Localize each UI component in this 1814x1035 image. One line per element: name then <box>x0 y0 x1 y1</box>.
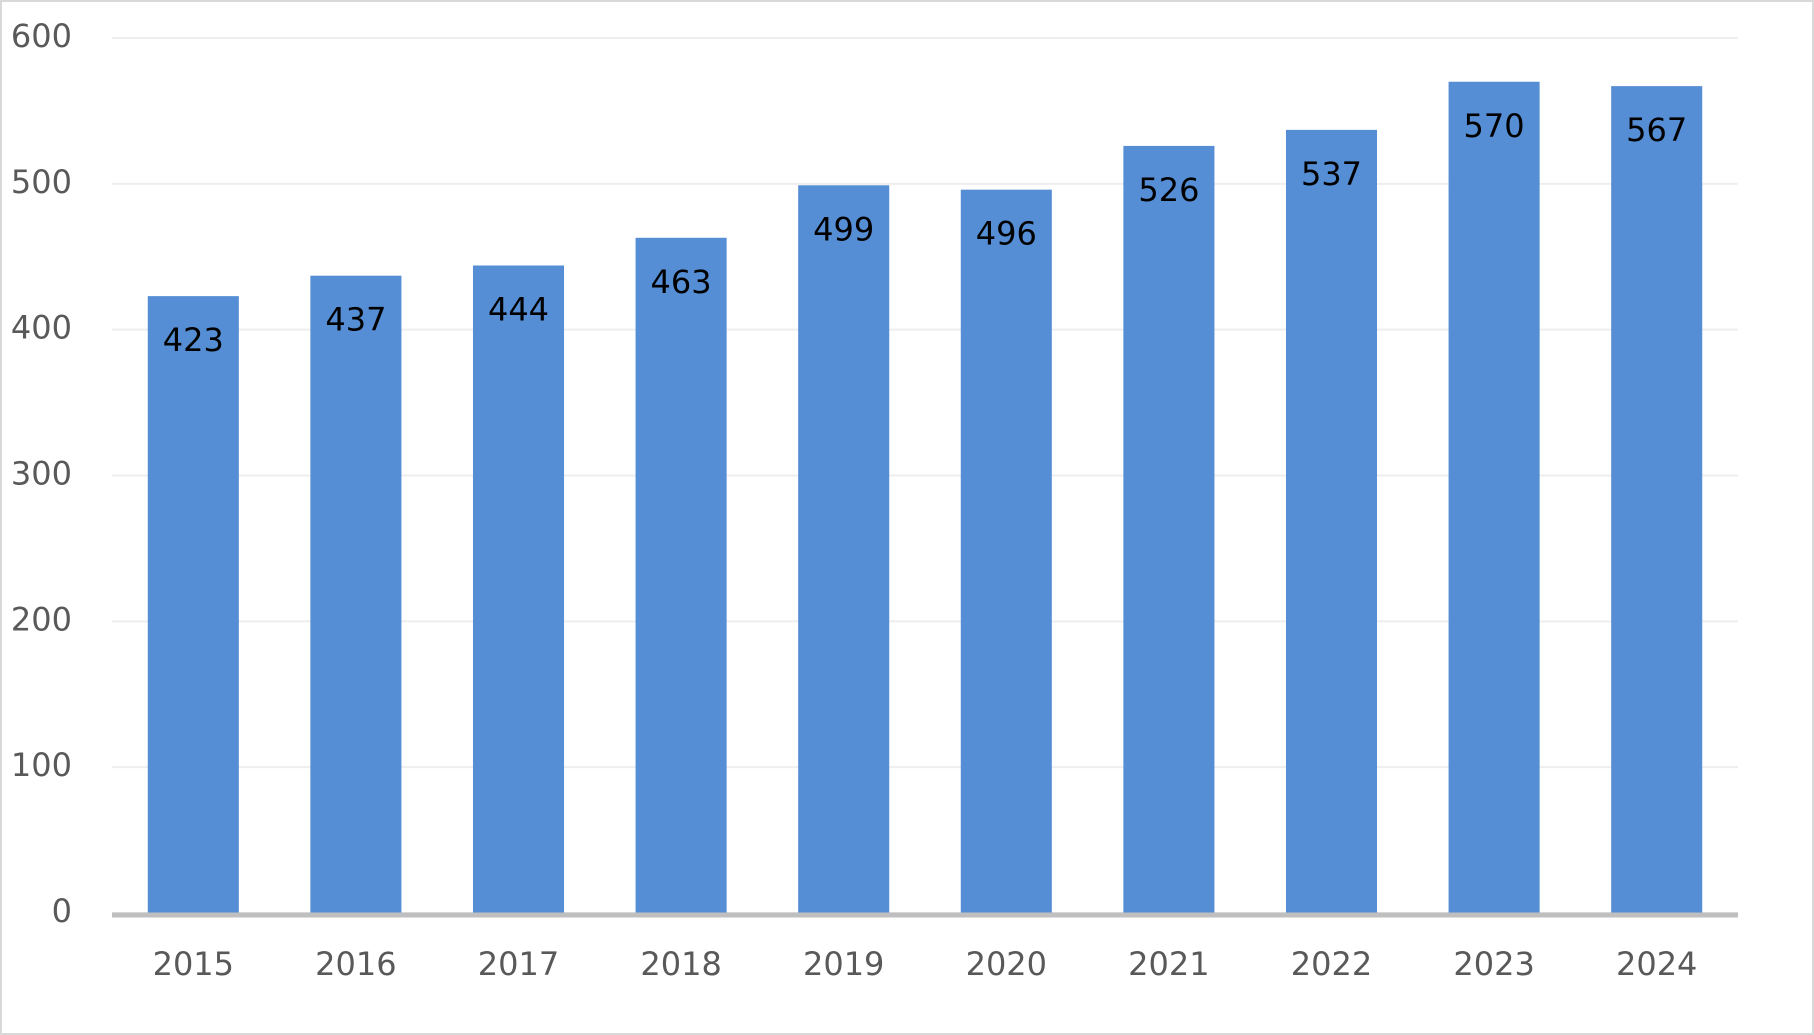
bar <box>798 185 890 913</box>
x-tick-label: 2015 <box>153 945 234 983</box>
y-tick-label: 300 <box>11 455 72 493</box>
data-label: 444 <box>488 291 549 329</box>
x-tick-label: 2024 <box>1616 945 1697 983</box>
x-tick-label: 2019 <box>803 945 884 983</box>
x-tick-label: 2020 <box>966 945 1047 983</box>
data-label: 496 <box>976 215 1037 253</box>
x-tick-label: 2016 <box>315 945 396 983</box>
bar <box>1123 145 1215 913</box>
y-tick-label: 0 <box>52 892 72 930</box>
y-tick-label: 200 <box>11 600 72 638</box>
bar <box>1611 86 1703 913</box>
bar <box>960 189 1052 913</box>
bar <box>1285 129 1378 913</box>
y-tick-label: 500 <box>11 163 72 201</box>
data-label: 437 <box>325 301 386 339</box>
data-label: 499 <box>813 210 874 248</box>
bar <box>147 296 239 913</box>
data-label: 567 <box>1626 111 1687 149</box>
data-label: 463 <box>651 263 712 301</box>
x-tick-label: 2018 <box>640 945 721 983</box>
y-tick-label: 100 <box>11 746 72 784</box>
data-label: 570 <box>1464 107 1525 145</box>
x-tick-label: 2022 <box>1291 945 1372 983</box>
data-label: 537 <box>1301 155 1362 193</box>
y-tick-label: 400 <box>11 309 72 347</box>
bar <box>310 275 402 913</box>
x-tick-label: 2017 <box>478 945 559 983</box>
bar <box>1448 81 1540 913</box>
bar <box>472 265 565 913</box>
data-label: 526 <box>1138 171 1199 209</box>
x-tick-label: 2021 <box>1128 945 1209 983</box>
bar <box>635 237 727 913</box>
data-label: 423 <box>163 321 224 359</box>
y-tick-label: 600 <box>11 17 72 55</box>
x-tick-label: 2023 <box>1453 945 1534 983</box>
